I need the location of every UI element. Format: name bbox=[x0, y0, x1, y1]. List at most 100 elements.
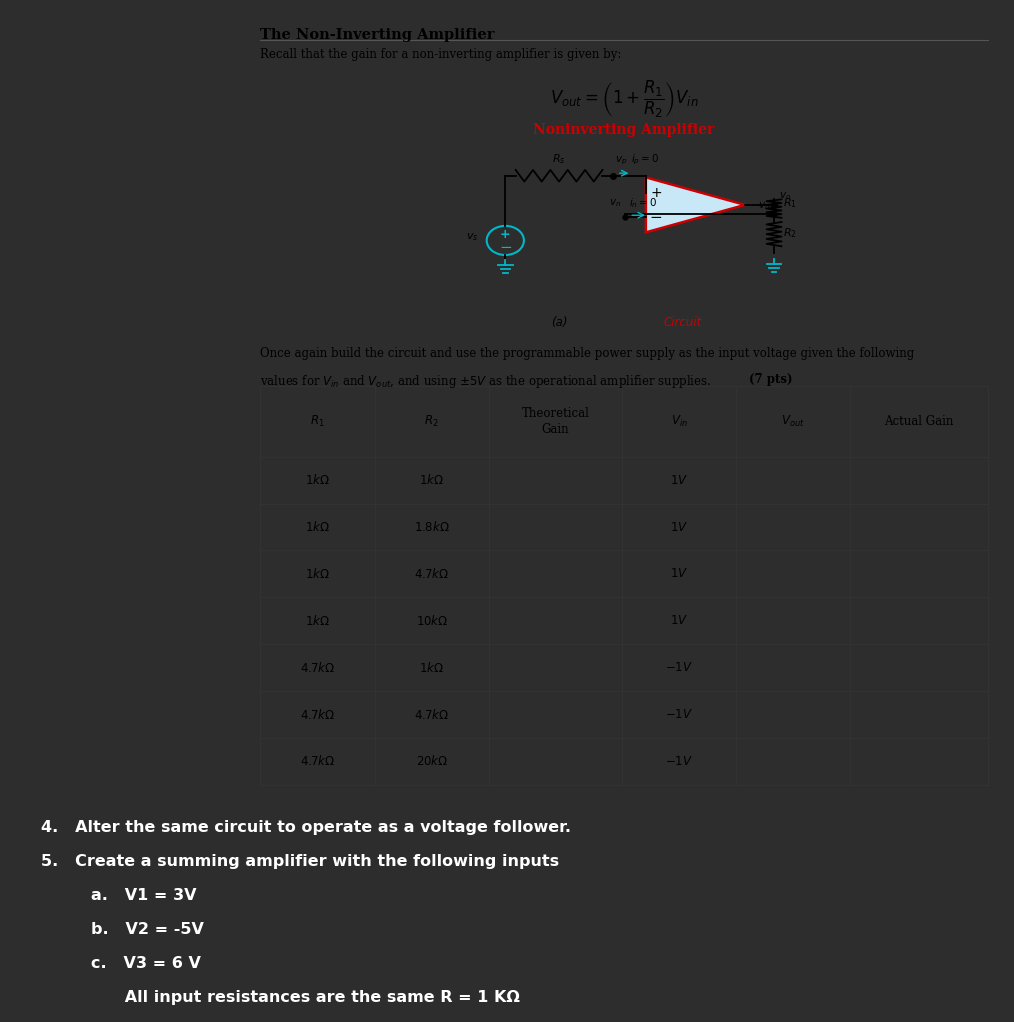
Bar bbox=[622, 457, 736, 504]
Text: Actual Gain: Actual Gain bbox=[884, 415, 954, 428]
Text: $4.7k\Omega$: $4.7k\Omega$ bbox=[300, 660, 336, 675]
Text: $R_1$: $R_1$ bbox=[310, 414, 324, 429]
Bar bbox=[851, 738, 988, 785]
Bar bbox=[374, 644, 489, 691]
Bar bbox=[622, 551, 736, 598]
Text: $-1V$: $-1V$ bbox=[665, 661, 693, 675]
Text: $20k\Omega$: $20k\Omega$ bbox=[416, 754, 448, 769]
Bar bbox=[374, 504, 489, 551]
Bar bbox=[489, 386, 622, 457]
Text: $-1V$: $-1V$ bbox=[665, 755, 693, 768]
Bar bbox=[736, 504, 851, 551]
Bar bbox=[736, 457, 851, 504]
Bar bbox=[736, 598, 851, 644]
Text: $1V$: $1V$ bbox=[670, 567, 689, 580]
Text: $4.7k\Omega$: $4.7k\Omega$ bbox=[414, 707, 449, 722]
Text: $R_2$: $R_2$ bbox=[425, 414, 439, 429]
Text: Noninverting Amplifier: Noninverting Amplifier bbox=[533, 123, 715, 137]
Bar bbox=[736, 691, 851, 738]
Bar bbox=[622, 644, 736, 691]
Bar bbox=[489, 738, 622, 785]
Text: $1V$: $1V$ bbox=[670, 520, 689, 533]
Bar bbox=[851, 644, 988, 691]
Text: $10k\Omega$: $10k\Omega$ bbox=[416, 614, 448, 628]
Text: $v_n$: $v_n$ bbox=[757, 200, 770, 213]
Bar bbox=[489, 457, 622, 504]
Text: $R_2$: $R_2$ bbox=[783, 227, 797, 240]
Text: $v_p$: $v_p$ bbox=[614, 154, 628, 167]
Bar bbox=[622, 738, 736, 785]
Text: −: − bbox=[650, 210, 662, 225]
Text: a.   V1 = 3V: a. V1 = 3V bbox=[91, 888, 197, 903]
Bar bbox=[489, 644, 622, 691]
Text: $V_{in}$: $V_{in}$ bbox=[670, 414, 687, 429]
Text: (7 pts): (7 pts) bbox=[749, 373, 792, 386]
Text: $1V$: $1V$ bbox=[670, 473, 689, 486]
Bar bbox=[851, 457, 988, 504]
Bar bbox=[261, 551, 374, 598]
Text: Theoretical
Gain: Theoretical Gain bbox=[521, 407, 589, 436]
Bar bbox=[851, 504, 988, 551]
Text: Recall that the gain for a non-inverting amplifier is given by:: Recall that the gain for a non-inverting… bbox=[261, 48, 622, 61]
Text: $4.7k\Omega$: $4.7k\Omega$ bbox=[300, 754, 336, 769]
Text: (a): (a) bbox=[551, 317, 567, 329]
Bar bbox=[374, 386, 489, 457]
Bar bbox=[851, 598, 988, 644]
Bar bbox=[736, 644, 851, 691]
Text: $1k\Omega$: $1k\Omega$ bbox=[305, 473, 330, 487]
Bar bbox=[261, 386, 374, 457]
Bar bbox=[374, 738, 489, 785]
Text: $1.8k\Omega$: $1.8k\Omega$ bbox=[414, 520, 449, 535]
Text: +: + bbox=[500, 228, 511, 241]
Bar bbox=[851, 551, 988, 598]
Bar bbox=[261, 598, 374, 644]
Bar bbox=[851, 386, 988, 457]
Text: Once again build the circuit and use the programmable power supply as the input : Once again build the circuit and use the… bbox=[261, 346, 915, 360]
Text: b.   V2 = -5V: b. V2 = -5V bbox=[91, 922, 204, 937]
Text: values for $V_{in}$ and $V_{out}$, and using $\pm5V$ as the operational amplifie: values for $V_{in}$ and $V_{out}$, and u… bbox=[261, 373, 713, 390]
Bar bbox=[622, 504, 736, 551]
Bar bbox=[261, 738, 374, 785]
Text: $R_1$: $R_1$ bbox=[783, 196, 797, 210]
Bar bbox=[489, 504, 622, 551]
Bar bbox=[374, 598, 489, 644]
Bar bbox=[736, 386, 851, 457]
Text: Circuit: Circuit bbox=[664, 317, 702, 329]
Bar bbox=[489, 691, 622, 738]
Polygon shape bbox=[646, 178, 745, 232]
Text: $-1V$: $-1V$ bbox=[665, 708, 693, 722]
Text: $1k\Omega$: $1k\Omega$ bbox=[305, 614, 330, 628]
Text: $v_o$: $v_o$ bbox=[779, 190, 791, 201]
Text: −: − bbox=[499, 240, 512, 256]
Bar bbox=[736, 738, 851, 785]
Text: $i_n=0$: $i_n=0$ bbox=[630, 196, 658, 211]
Bar bbox=[374, 551, 489, 598]
Bar bbox=[851, 691, 988, 738]
Bar bbox=[736, 551, 851, 598]
Bar bbox=[261, 691, 374, 738]
Text: $1V$: $1V$ bbox=[670, 614, 689, 628]
Bar bbox=[374, 691, 489, 738]
Text: $1k\Omega$: $1k\Omega$ bbox=[420, 660, 444, 675]
Text: 4.   Alter the same circuit to operate as a voltage follower.: 4. Alter the same circuit to operate as … bbox=[41, 820, 571, 835]
Text: $V_{out} = \left(1 + \dfrac{R_1}{R_2}\right)V_{in}$: $V_{out} = \left(1 + \dfrac{R_1}{R_2}\ri… bbox=[550, 79, 699, 121]
Bar bbox=[489, 598, 622, 644]
Text: c.   V3 = 6 V: c. V3 = 6 V bbox=[91, 957, 201, 971]
Bar bbox=[261, 457, 374, 504]
Text: The Non-Inverting Amplifier: The Non-Inverting Amplifier bbox=[261, 28, 495, 42]
Text: $4.7k\Omega$: $4.7k\Omega$ bbox=[414, 567, 449, 580]
Text: 5.   Create a summing amplifier with the following inputs: 5. Create a summing amplifier with the f… bbox=[41, 854, 559, 869]
Bar bbox=[261, 644, 374, 691]
Text: $1k\Omega$: $1k\Omega$ bbox=[305, 520, 330, 535]
Bar bbox=[622, 691, 736, 738]
Bar bbox=[622, 386, 736, 457]
Text: All input resistances are the same R = 1 KΩ: All input resistances are the same R = 1… bbox=[91, 990, 520, 1006]
Text: +: + bbox=[650, 186, 662, 199]
Bar bbox=[374, 457, 489, 504]
Bar bbox=[622, 598, 736, 644]
Text: $1k\Omega$: $1k\Omega$ bbox=[420, 473, 444, 487]
Text: $1k\Omega$: $1k\Omega$ bbox=[305, 567, 330, 580]
Text: $V_{out}$: $V_{out}$ bbox=[782, 414, 805, 429]
Text: $4.7k\Omega$: $4.7k\Omega$ bbox=[300, 707, 336, 722]
Bar bbox=[261, 504, 374, 551]
